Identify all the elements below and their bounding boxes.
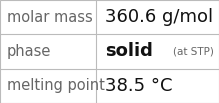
Text: 38.5 °C: 38.5 °C: [105, 77, 173, 95]
Text: melting point: melting point: [7, 78, 104, 93]
Text: 360.6 g/mol: 360.6 g/mol: [105, 8, 213, 26]
Text: (at STP): (at STP): [173, 46, 214, 57]
Text: phase: phase: [7, 44, 51, 59]
Text: molar mass: molar mass: [7, 10, 92, 25]
Text: solid: solid: [105, 43, 153, 60]
